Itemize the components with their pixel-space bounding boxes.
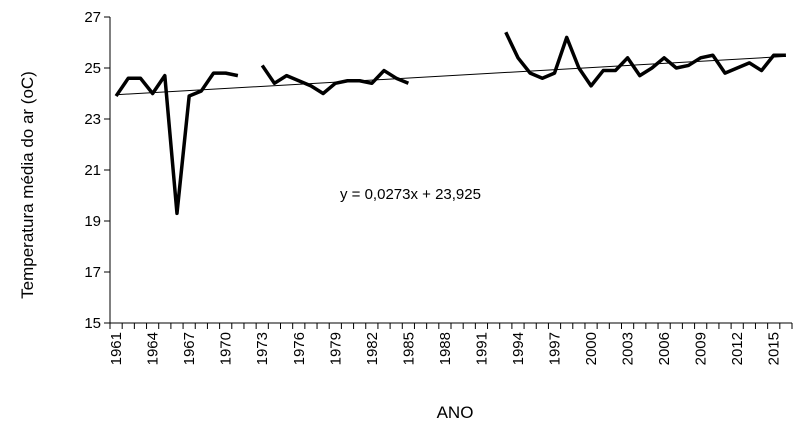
x-tick-label: 1961 xyxy=(108,332,125,365)
x-axis-ticks: 1961 1964 1967 1970 1973 1976 1979 1982 1985 1988… xyxy=(108,323,793,365)
x-tick-label: 1988 xyxy=(437,332,454,365)
trendline xyxy=(116,55,786,96)
y-tick-label: 15 xyxy=(84,315,101,332)
y-tick-label: 27 xyxy=(84,9,101,26)
x-axis-title: ANO xyxy=(437,403,474,422)
y-tick-label: 21 xyxy=(84,162,101,179)
series-line-segment xyxy=(114,71,239,216)
y-axis-ticks: 15 17 19 21 23 25 27 xyxy=(84,9,110,332)
trendline-line xyxy=(116,55,786,96)
x-tick-label: 1979 xyxy=(327,332,344,365)
series-line-segment xyxy=(504,31,786,88)
x-tick-label: 1997 xyxy=(547,332,564,365)
series-line-segment xyxy=(260,64,410,96)
x-tick-label: 2012 xyxy=(729,332,746,365)
x-tick-label: 1991 xyxy=(473,332,490,365)
temperature-series xyxy=(114,31,786,216)
y-tick-label: 23 xyxy=(84,111,101,128)
y-tick-label: 25 xyxy=(84,60,101,77)
x-tick-label: 1964 xyxy=(145,332,162,365)
x-tick-label: 2006 xyxy=(656,332,673,365)
x-tick-label: 2003 xyxy=(620,332,637,365)
x-tick-label: 2009 xyxy=(693,332,710,365)
x-tick-label: 1994 xyxy=(510,332,527,365)
y-axis-title: Temperatura média do ar (oC) xyxy=(18,71,37,299)
y-tick-label: 17 xyxy=(84,264,101,281)
x-tick-label: 1967 xyxy=(181,332,198,365)
x-tick-label: 2015 xyxy=(766,332,783,365)
x-tick-label: 1970 xyxy=(218,332,235,365)
x-tick-label: 1973 xyxy=(254,332,271,365)
x-tick-label: 1976 xyxy=(291,332,308,365)
x-tick-label: 1985 xyxy=(400,332,417,365)
y-tick-label: 19 xyxy=(84,213,101,230)
trendline-equation: y = 0,0273x + 23,925 xyxy=(340,186,481,203)
x-tick-label: 1982 xyxy=(364,332,381,365)
x-tick-label: 2000 xyxy=(583,332,600,365)
